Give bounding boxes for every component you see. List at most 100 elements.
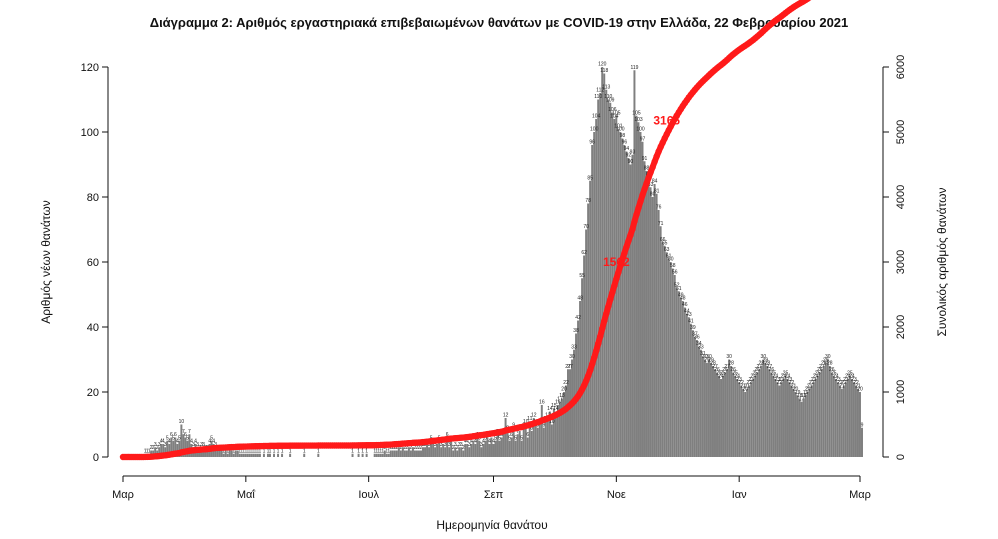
bar [621,138,624,457]
bar-value-label: 5 [514,435,517,441]
bar-value-label: 9 [542,422,545,428]
bar-value-label: 1 [351,448,354,454]
bar [393,450,396,457]
bar-value-label: 1 [317,448,320,454]
bar-value-label: 12 [503,413,509,419]
bar-value-label: 31 [700,351,706,357]
right-axis-tick-label: 2000 [895,315,907,339]
bar [820,369,823,457]
bar-value-label: 23 [835,377,841,383]
bar [422,447,424,457]
cumulative-point [601,317,608,325]
cumulative-point [588,360,596,368]
bar-value-label: 21 [839,383,845,389]
cumulative-point [582,377,590,385]
bar [405,450,408,457]
bar-value-label: 80 [650,192,656,198]
cumulative-point [603,310,610,317]
bar-value-label: 24 [750,374,756,380]
bar-value-label: 48 [577,296,583,302]
bar [206,450,209,457]
bar [804,395,807,457]
bar-value-label: 23 [775,377,781,383]
bar-value-label: 25 [732,370,738,376]
bar [802,398,805,457]
bar-value-label: 5 [520,435,523,441]
bar [470,444,473,457]
bar-value-label: 30 [761,354,767,360]
bar [456,450,459,457]
bar-value-label: 9 [512,422,515,428]
bar-value-label: 96 [622,140,628,146]
bar [482,444,485,457]
bar-value-label: 23 [779,377,785,383]
bar [844,382,847,457]
bar [810,385,813,457]
cumulative-point [584,372,592,379]
bar-value-label: 22 [841,380,847,386]
left-axis-tick-label: 120 [81,62,99,74]
bar [707,359,710,457]
cumulative-point [595,340,602,347]
bar-value-label: 26 [829,367,835,373]
bar [230,450,233,457]
bar-value-label: 2 [420,445,423,451]
bar [726,369,729,457]
bar [218,450,221,457]
cumulative-point [625,237,632,245]
bar [242,453,245,457]
bar [603,73,606,457]
bar [699,349,702,457]
bar-value-label: 24 [813,374,819,380]
right-axis-tick-label: 5000 [895,120,907,144]
bar [273,453,275,457]
bar [691,330,694,457]
bar-value-label: 42 [575,315,581,321]
bar-value-label: 4 [482,439,485,445]
bar-value-label: 2 [406,445,409,451]
bar [826,359,829,457]
bar-value-label: 24 [734,374,740,380]
bar-value-label: 34 [696,341,702,347]
bar-value-label: 1 [226,448,229,454]
bar-value-label: 24 [845,374,851,380]
bar [637,122,640,457]
bar [609,102,612,457]
bar-value-label: 4 [464,439,467,445]
bar-value-label: 28 [728,361,734,367]
bar [689,323,692,457]
bar [738,382,741,457]
bar-value-label: 2 [152,445,155,451]
bar [643,161,646,457]
bar [524,424,527,457]
bar-value-label: 98 [620,133,626,139]
bar [850,379,853,457]
bar-value-label: 24 [785,374,791,380]
bar-value-label: 26 [769,367,775,373]
bar-value-label: 62 [581,250,587,256]
cumulative-point [653,153,660,160]
bar [289,453,292,457]
bar [583,255,586,457]
bar [641,141,644,457]
bar-value-label: 61 [666,253,672,259]
bar [373,453,376,457]
bar-value-label: 26 [817,367,823,373]
bar [633,70,636,457]
bar-value-label: 52 [674,283,680,289]
bar [701,356,704,457]
bar-value-label: 4 [168,439,171,445]
bar-value-label: 120 [598,62,607,68]
bar [736,379,739,457]
bar [663,245,666,457]
bar-value-label: 27 [757,364,763,370]
bar-value-label: 30 [702,354,708,360]
bar [536,427,539,457]
bar [784,375,787,457]
bar-value-label: 3 [164,442,167,448]
left-axis-tick-label: 0 [93,452,99,464]
bar [728,359,731,457]
bar [544,421,547,457]
bar-value-label: 1 [373,448,376,454]
bar-value-label: 93 [630,149,636,155]
